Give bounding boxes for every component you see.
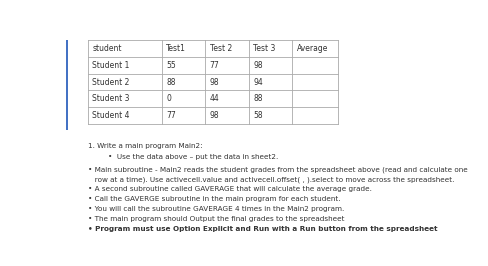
Text: Test 3: Test 3 — [253, 44, 275, 53]
Text: 0: 0 — [166, 94, 171, 103]
Text: • You will call the subroutine GAVERAGE 4 times in the Main2 program.: • You will call the subroutine GAVERAGE … — [87, 206, 343, 212]
Text: • Program must use Option Explicit and Run with a Run button from the spreadshee: • Program must use Option Explicit and R… — [87, 226, 436, 232]
Text: 58: 58 — [253, 111, 263, 120]
Text: 77: 77 — [166, 111, 176, 120]
Text: 1. Write a main program Main2:: 1. Write a main program Main2: — [87, 143, 202, 148]
Text: student: student — [92, 44, 122, 53]
Text: 88: 88 — [253, 94, 262, 103]
Text: Average: Average — [296, 44, 327, 53]
Text: 98: 98 — [209, 78, 219, 87]
Text: Test1: Test1 — [166, 44, 185, 53]
Text: row at a time). Use activecell.value and activecell.offset( , ).select to move a: row at a time). Use activecell.value and… — [87, 176, 453, 183]
Text: Student 2: Student 2 — [92, 78, 129, 87]
Text: 88: 88 — [166, 78, 175, 87]
Text: •  Use the data above – put the data in sheet2.: • Use the data above – put the data in s… — [108, 154, 278, 160]
Text: • The main program should Output the final grades to the spreadsheet: • The main program should Output the fin… — [87, 216, 344, 222]
Text: Student 3: Student 3 — [92, 94, 129, 103]
Text: 77: 77 — [209, 61, 219, 70]
Text: Student 4: Student 4 — [92, 111, 129, 120]
FancyBboxPatch shape — [66, 40, 68, 130]
Text: 98: 98 — [253, 61, 263, 70]
Text: 98: 98 — [209, 111, 219, 120]
Text: • Call the GAVERGE subroutine in the main program for each student.: • Call the GAVERGE subroutine in the mai… — [87, 196, 340, 202]
Text: • Main subroutine - Main2 reads the student grades from the spreadsheet above (r: • Main subroutine - Main2 reads the stud… — [87, 166, 467, 173]
Text: Test 2: Test 2 — [209, 44, 231, 53]
Text: Student 1: Student 1 — [92, 61, 129, 70]
Text: 55: 55 — [166, 61, 176, 70]
Text: 44: 44 — [209, 94, 219, 103]
Text: 94: 94 — [253, 78, 263, 87]
Text: • A second subroutine called GAVERAGE that will calculate the average grade.: • A second subroutine called GAVERAGE th… — [87, 186, 371, 192]
